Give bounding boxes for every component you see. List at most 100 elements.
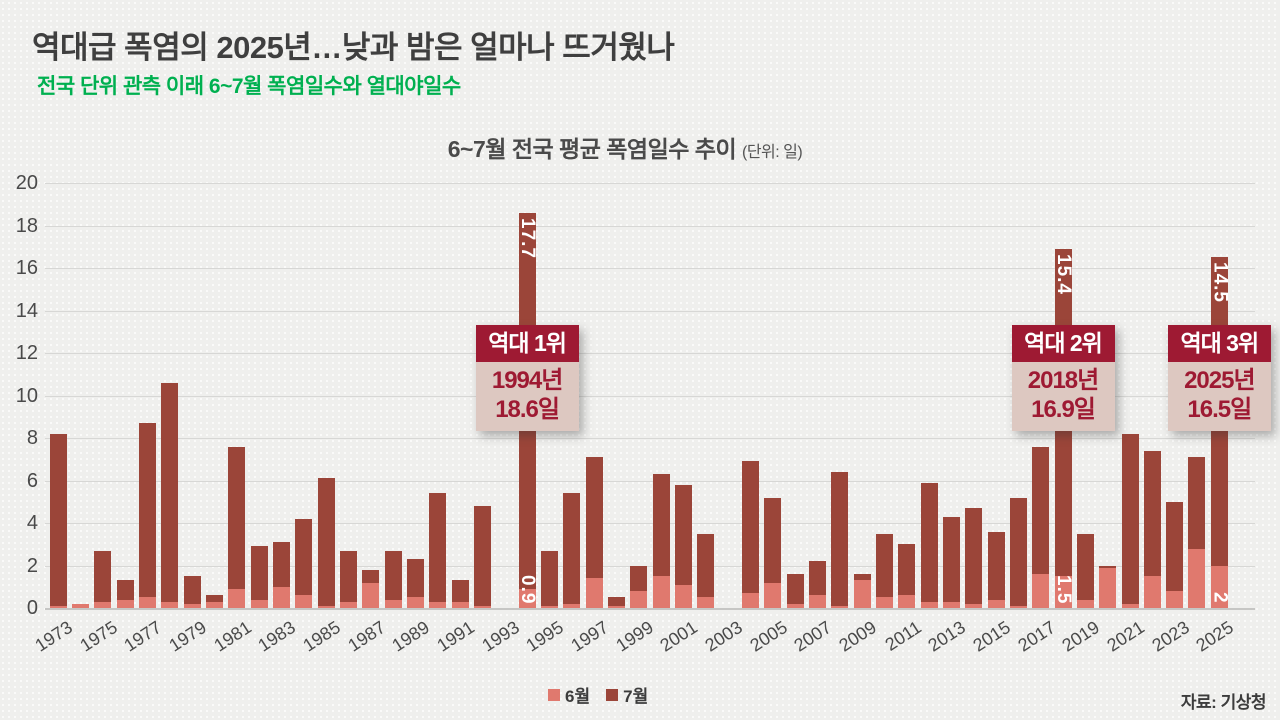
bar-1995 <box>540 550 558 608</box>
bar-1995-june-segment <box>540 605 558 608</box>
bar-1983 <box>272 542 290 608</box>
y-tick-label-6: 6 <box>26 469 38 492</box>
bar-1976-july-segment <box>116 580 134 600</box>
bar-1981-july-segment <box>228 446 246 589</box>
callout-body: 1994년 18.6일 <box>475 362 579 431</box>
bar-1984-june-segment <box>295 595 313 608</box>
callout-rank-1: 역대 1위 1994년 18.6일 <box>475 325 579 431</box>
bar-1986-june-segment <box>339 601 357 608</box>
bar-1989-july-segment <box>406 559 424 598</box>
y-tick-label-20: 20 <box>15 172 38 194</box>
bar-2020-july-segment <box>1099 565 1117 568</box>
bar-1973-july-segment <box>49 433 67 606</box>
bar-1985 <box>317 478 335 608</box>
bar-2025-june-segment <box>1210 565 1228 608</box>
bar-1998 <box>607 597 625 608</box>
chart-title: 6~7월 전국 평균 폭염일수 추이 (단위: 일) <box>0 130 1250 164</box>
bar-1976 <box>116 580 134 608</box>
y-tick-label-8: 8 <box>26 427 38 449</box>
bar-2023-july-segment <box>1166 501 1184 591</box>
bar-value-label-2018-july: 15.4 <box>1053 253 1074 295</box>
bar-1992-july-segment <box>473 506 491 606</box>
bar-1983-june-segment <box>272 586 290 608</box>
bar-1999-july-segment <box>630 565 648 591</box>
bar-1978 <box>161 382 179 608</box>
bar-value-label-2018-june: 1.5 <box>1053 574 1074 604</box>
bar-1989 <box>406 559 424 608</box>
bar-2006 <box>786 574 804 608</box>
bar-2016 <box>1009 497 1027 608</box>
bar-1978-july-segment <box>161 382 179 602</box>
bar-2005-june-segment <box>764 582 782 608</box>
bar-1973 <box>49 433 67 608</box>
bar-2013-june-segment <box>942 601 960 608</box>
bar-2008 <box>831 472 849 608</box>
bar-2004-june-segment <box>741 593 759 608</box>
bar-2016-july-segment <box>1009 497 1027 606</box>
callout-body: 2018년 16.9일 <box>1011 362 1115 431</box>
bar-1991-july-segment <box>451 580 469 602</box>
bar-2000-july-segment <box>652 474 670 577</box>
gridline-18 <box>45 225 1255 227</box>
y-tick-label-4: 4 <box>26 512 38 534</box>
callout-year: 1994년 <box>491 367 563 394</box>
gridline-4 <box>45 523 1255 524</box>
bar-1974-june-segment <box>71 603 89 608</box>
bar-1987 <box>362 569 380 608</box>
bar-1982 <box>250 546 268 608</box>
bar-2010-june-segment <box>875 597 893 608</box>
y-tick-label-14: 14 <box>15 299 38 322</box>
gridline-20 <box>45 183 1255 184</box>
gridline-2 <box>45 565 1255 567</box>
bar-1985-june-segment <box>317 605 335 608</box>
bar-2015 <box>987 531 1005 608</box>
callout-value: 18.6일 <box>495 396 560 423</box>
bar-2004-july-segment <box>741 461 759 594</box>
bar-2012-july-segment <box>920 482 938 602</box>
bar-1997-july-segment <box>585 457 603 579</box>
bar-1981-june-segment <box>228 588 246 608</box>
bar-2018-june-segment <box>1054 576 1072 608</box>
bar-2021-july-segment <box>1121 433 1139 604</box>
bar-2014 <box>965 508 983 608</box>
bar-2001 <box>674 484 692 608</box>
bar-1984-july-segment <box>295 518 313 596</box>
bar-2007-july-segment <box>808 561 826 596</box>
bar-2015-june-segment <box>987 599 1005 608</box>
bar-1998-june-segment <box>607 605 625 608</box>
bar-1988-june-segment <box>384 599 402 608</box>
bar-1975 <box>94 550 112 608</box>
bar-2023-june-segment <box>1166 591 1184 608</box>
bar-2022-june-segment <box>1143 576 1161 608</box>
y-tick-label-10: 10 <box>15 384 38 407</box>
bar-1985-july-segment <box>317 478 335 606</box>
bar-2001-july-segment <box>674 484 692 585</box>
bar-1992-june-segment <box>473 605 491 608</box>
bar-2016-june-segment <box>1009 605 1027 608</box>
page-title: 역대급 폭염의 2025년…낮과 밤은 얼마나 뜨거웠나 <box>32 30 675 65</box>
plot-area: 1973 1975 1977 1979 1981 1983 1985 1987 1989 1991… <box>32 183 1271 656</box>
bar-1990-june-segment <box>429 601 447 608</box>
bar-1996 <box>563 493 581 608</box>
bar-2019-june-segment <box>1076 599 1094 608</box>
bar-2005-july-segment <box>764 497 782 583</box>
bar-2004 <box>741 461 759 608</box>
bar-1999-june-segment <box>630 591 648 608</box>
bar-2017-july-segment <box>1032 446 1050 574</box>
bar-1987-july-segment <box>362 569 380 583</box>
bar-value-label-1994-june: 0.9 <box>517 574 539 604</box>
june-swatch <box>548 688 560 701</box>
bar-2011 <box>898 544 916 608</box>
y-tick-label-2: 2 <box>26 554 38 577</box>
legend-item-july: 7월 <box>606 682 648 707</box>
bar-2011-june-segment <box>898 595 916 608</box>
bar-2012-june-segment <box>920 601 938 608</box>
source-credit: 자료: 기상청 <box>1180 693 1267 712</box>
page-subtitle: 전국 단위 관측 이래 6~7월 폭염일수와 열대야일수 <box>37 75 461 98</box>
bar-1975-july-segment <box>94 550 112 602</box>
callout-body: 2025년 16.5일 <box>1167 362 1271 431</box>
gridline-14 <box>45 310 1255 312</box>
bar-2013 <box>942 516 960 608</box>
bar-2006-july-segment <box>786 574 804 604</box>
